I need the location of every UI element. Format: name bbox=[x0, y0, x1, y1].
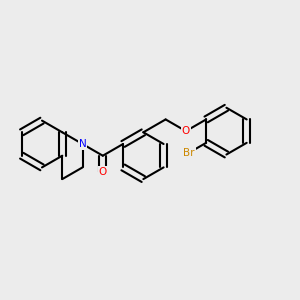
Text: O: O bbox=[99, 167, 107, 177]
Text: N: N bbox=[79, 139, 86, 149]
Text: Br: Br bbox=[183, 148, 195, 158]
Text: O: O bbox=[182, 126, 190, 136]
